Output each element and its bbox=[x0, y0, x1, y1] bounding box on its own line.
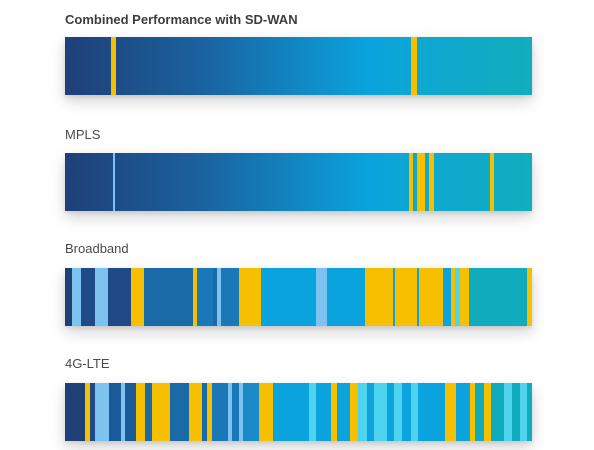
bar-segment bbox=[143, 268, 193, 326]
bar-segment bbox=[144, 383, 152, 441]
bar-segment bbox=[456, 383, 471, 441]
panel-title-mpls: MPLS bbox=[65, 127, 101, 142]
bar-segment bbox=[349, 383, 358, 441]
bar-segment bbox=[206, 383, 213, 441]
bar-segment bbox=[238, 268, 262, 326]
bar-segment bbox=[331, 383, 337, 441]
bar-segment bbox=[242, 383, 259, 441]
bar-segment bbox=[196, 268, 214, 326]
bar-segment bbox=[90, 383, 95, 441]
performance-bar-4g-lte bbox=[65, 383, 532, 441]
bar-segment bbox=[527, 268, 532, 326]
bar-segment bbox=[94, 383, 109, 441]
bar-segment bbox=[418, 268, 444, 326]
bar-segment bbox=[402, 383, 412, 441]
bar-segment bbox=[80, 268, 95, 326]
bar-segment bbox=[411, 383, 419, 441]
bar-segment bbox=[469, 268, 528, 326]
bar-segment bbox=[409, 153, 414, 211]
bar-segment bbox=[108, 383, 122, 441]
bar-segment bbox=[189, 383, 203, 441]
bar-background bbox=[65, 153, 532, 211]
bar-segment bbox=[121, 383, 125, 441]
bar-segment bbox=[443, 268, 451, 326]
panel-title-broadband: Broadband bbox=[65, 241, 129, 256]
bar-segment bbox=[151, 383, 170, 441]
bar-segment bbox=[470, 383, 475, 441]
bar-segment bbox=[238, 383, 243, 441]
bar-segment bbox=[85, 383, 91, 441]
bar-segment bbox=[202, 383, 207, 441]
bar-segment bbox=[519, 383, 528, 441]
bar-segment bbox=[460, 268, 470, 326]
bar-segment bbox=[258, 383, 273, 441]
bar-segment bbox=[272, 383, 309, 441]
bar-segment bbox=[366, 383, 375, 441]
bar-segment bbox=[227, 383, 232, 441]
bar-segment bbox=[261, 268, 316, 326]
bar-segment bbox=[418, 383, 446, 441]
bar-segment bbox=[65, 268, 72, 326]
bar-segment bbox=[512, 383, 520, 441]
bar-segment bbox=[364, 268, 393, 326]
bar-segment bbox=[490, 383, 504, 441]
panel-title-sdwan: Combined Performance with SD-WAN bbox=[65, 12, 298, 27]
bar-segment bbox=[489, 153, 494, 211]
bar-segment bbox=[216, 268, 221, 326]
bar-segment bbox=[357, 383, 367, 441]
bar-segment bbox=[315, 268, 327, 326]
bar-segment bbox=[72, 268, 81, 326]
bar-segment bbox=[220, 268, 239, 326]
bar-segment bbox=[527, 383, 532, 441]
bar-segment bbox=[336, 383, 350, 441]
bar-segment bbox=[417, 153, 425, 211]
bar-segment bbox=[212, 383, 228, 441]
bar-segment bbox=[392, 268, 395, 326]
bar-segment bbox=[130, 268, 144, 326]
bar-segment bbox=[107, 268, 131, 326]
bar-segment bbox=[429, 153, 434, 211]
bar-segment bbox=[387, 383, 394, 441]
bar-segment bbox=[393, 383, 403, 441]
performance-bar-broadband bbox=[65, 268, 532, 326]
bar-segment bbox=[503, 383, 513, 441]
bar-segment bbox=[111, 37, 117, 95]
bar-segment bbox=[484, 383, 491, 441]
bar-segment bbox=[475, 383, 485, 441]
bar-segment bbox=[450, 268, 456, 326]
bar-segment bbox=[169, 383, 190, 441]
bar-background bbox=[65, 37, 532, 95]
bar-segment bbox=[417, 268, 419, 326]
bar-segment bbox=[135, 383, 145, 441]
performance-bar-mpls bbox=[65, 153, 532, 211]
bar-segment bbox=[94, 268, 108, 326]
bar-segment bbox=[316, 383, 332, 441]
bar-segment bbox=[124, 383, 136, 441]
bar-segment bbox=[113, 153, 116, 211]
bar-segment bbox=[394, 268, 418, 326]
bar-segment bbox=[326, 268, 365, 326]
bar-segment bbox=[455, 268, 461, 326]
bar-segment bbox=[192, 268, 197, 326]
bar-segment bbox=[411, 37, 417, 95]
bar-segment bbox=[374, 383, 388, 441]
bar-segment bbox=[445, 383, 457, 441]
panel-title-4g-lte: 4G-LTE bbox=[65, 356, 110, 371]
performance-bar-sdwan bbox=[65, 37, 532, 95]
bar-segment bbox=[231, 383, 239, 441]
bar-segment bbox=[308, 383, 317, 441]
bar-segment bbox=[65, 383, 86, 441]
